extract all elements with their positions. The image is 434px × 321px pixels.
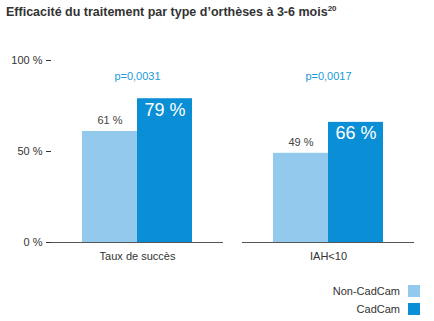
svg-text:49 %: 49 % — [288, 136, 313, 148]
svg-text:50 %: 50 % — [17, 145, 42, 157]
svg-text:100 %: 100 % — [11, 54, 42, 66]
svg-text:p=0,0017: p=0,0017 — [305, 70, 351, 82]
svg-text:p=0,0031: p=0,0031 — [114, 70, 160, 82]
html-text:Efficacité du traitement par t: Efficacité du traitement par type d’orth… — [6, 4, 337, 20]
svg-text:79 %: 79 % — [144, 100, 185, 120]
svg-text:66 %: 66 % — [335, 123, 376, 143]
svg-text:Taux de succès: Taux de succès — [100, 250, 176, 262]
svg-text:0 %: 0 % — [24, 236, 43, 248]
html-text:Non-CadCam: Non-CadCam — [332, 285, 400, 297]
html-text:CadCam: CadCam — [356, 303, 400, 315]
svg-text:61 %: 61 % — [97, 114, 122, 126]
svg-text:IAH<10: IAH<10 — [310, 250, 347, 262]
